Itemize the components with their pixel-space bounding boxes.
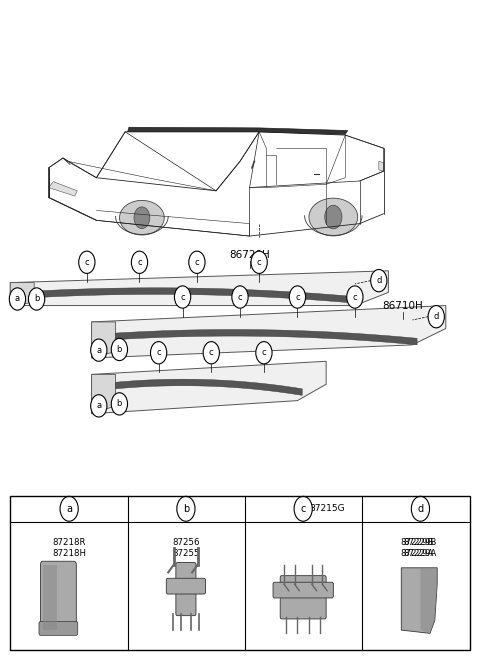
Polygon shape — [116, 379, 302, 396]
Circle shape — [251, 251, 267, 273]
Text: b: b — [117, 399, 122, 409]
Circle shape — [189, 251, 205, 273]
Polygon shape — [379, 162, 384, 171]
Polygon shape — [48, 181, 77, 196]
Circle shape — [324, 205, 342, 229]
Text: a: a — [96, 346, 101, 355]
Text: a: a — [96, 401, 101, 411]
FancyBboxPatch shape — [166, 578, 205, 594]
Text: 86710H: 86710H — [383, 301, 423, 311]
Polygon shape — [92, 361, 326, 414]
Text: d: d — [433, 312, 439, 321]
Circle shape — [91, 339, 107, 361]
Circle shape — [371, 269, 387, 292]
Polygon shape — [92, 306, 446, 358]
FancyBboxPatch shape — [39, 622, 78, 635]
Circle shape — [28, 288, 45, 310]
Circle shape — [111, 393, 128, 415]
Polygon shape — [309, 198, 358, 236]
Text: c: c — [209, 348, 214, 357]
Circle shape — [9, 288, 25, 310]
Circle shape — [177, 496, 195, 521]
FancyBboxPatch shape — [273, 582, 333, 598]
Circle shape — [289, 286, 306, 308]
FancyBboxPatch shape — [40, 561, 76, 633]
Circle shape — [232, 286, 248, 308]
Circle shape — [60, 496, 78, 521]
Text: d: d — [418, 504, 423, 514]
Text: 87256
87255: 87256 87255 — [172, 538, 200, 558]
Circle shape — [411, 496, 430, 521]
Polygon shape — [128, 127, 348, 135]
Polygon shape — [10, 271, 388, 306]
Circle shape — [132, 251, 148, 273]
Text: 87229B
87229A: 87229B 87229A — [400, 538, 433, 558]
Circle shape — [174, 286, 191, 308]
Text: c: c — [137, 258, 142, 267]
Text: a: a — [15, 294, 20, 304]
Polygon shape — [401, 568, 437, 633]
Text: b: b — [34, 294, 39, 304]
Polygon shape — [92, 322, 116, 358]
Circle shape — [256, 342, 272, 364]
Text: c: c — [300, 504, 306, 514]
Polygon shape — [120, 200, 164, 235]
Text: c: c — [295, 292, 300, 302]
Text: 86720H: 86720H — [229, 250, 270, 260]
Circle shape — [428, 306, 444, 328]
Polygon shape — [92, 374, 116, 414]
Circle shape — [111, 338, 128, 361]
FancyBboxPatch shape — [280, 576, 326, 619]
Circle shape — [151, 342, 167, 364]
Text: c: c — [180, 292, 185, 302]
Text: c: c — [352, 292, 357, 302]
Text: 87218R
87218H: 87218R 87218H — [52, 538, 86, 558]
Circle shape — [347, 286, 363, 308]
Text: c: c — [257, 258, 262, 267]
Text: b: b — [183, 504, 189, 514]
Text: a: a — [66, 504, 72, 514]
FancyBboxPatch shape — [176, 562, 196, 616]
Text: 87215G: 87215G — [309, 505, 345, 513]
Text: c: c — [238, 292, 242, 302]
Polygon shape — [10, 283, 34, 306]
Circle shape — [134, 207, 150, 229]
Text: c: c — [84, 258, 89, 267]
Text: b: b — [117, 345, 122, 354]
Text: d: d — [376, 276, 382, 285]
Circle shape — [91, 395, 107, 417]
Circle shape — [294, 496, 312, 521]
Circle shape — [203, 342, 219, 364]
Text: 87229B
87229A: 87229B 87229A — [404, 538, 437, 558]
Polygon shape — [43, 564, 57, 630]
Text: c: c — [194, 258, 199, 267]
Circle shape — [79, 251, 95, 273]
Polygon shape — [420, 568, 437, 633]
Polygon shape — [116, 330, 417, 345]
Polygon shape — [34, 288, 360, 304]
Text: c: c — [262, 348, 266, 357]
Text: c: c — [156, 348, 161, 357]
